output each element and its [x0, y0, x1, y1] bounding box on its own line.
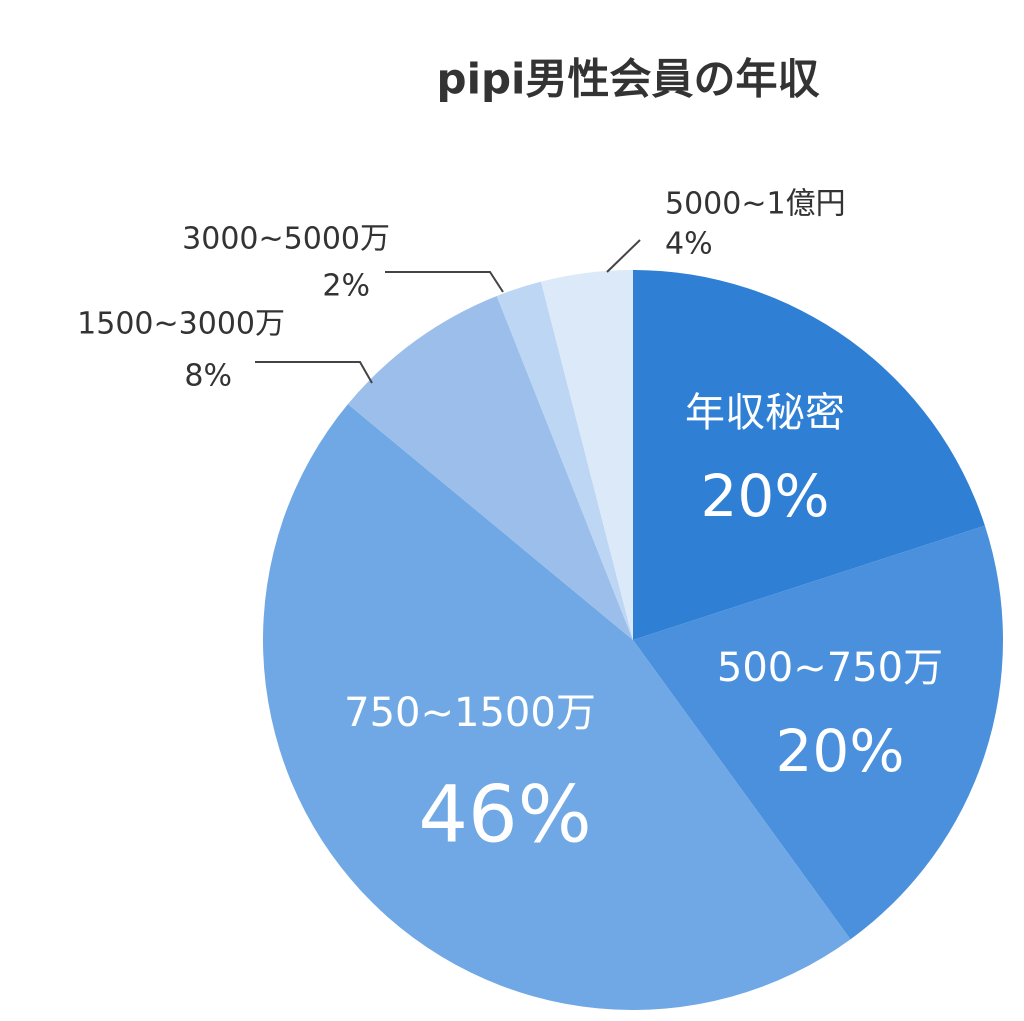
leader-line — [385, 271, 504, 293]
slice-value-label: 20% — [776, 717, 905, 785]
chart-title: pipi男性会員の年収 — [437, 55, 820, 104]
slice-value-label: 46% — [418, 770, 591, 860]
pie-slice — [262, 404, 851, 1011]
slice-category-label: 年収秘密 — [685, 390, 845, 436]
slice-category-label: 5000~1億円 — [665, 187, 846, 222]
pie-slice — [347, 295, 633, 640]
slice-value-label: 4% — [665, 227, 713, 262]
slice-category-label: 3000~5000万 — [182, 222, 390, 257]
leader-line — [606, 239, 641, 273]
slice-value-label: 20% — [701, 462, 830, 530]
pie-slice — [496, 281, 633, 640]
slice-value-label: 2% — [322, 269, 370, 304]
pie-slice — [540, 270, 633, 640]
slice-category-label: 750~1500万 — [344, 690, 596, 736]
slice-category-label: 1500~3000万 — [77, 307, 285, 342]
slice-value-label: 8% — [184, 359, 232, 394]
pie-slice — [633, 525, 1004, 940]
pie-slice — [633, 270, 985, 640]
leader-line — [255, 361, 373, 384]
slice-category-label: 500~750万 — [717, 645, 943, 691]
